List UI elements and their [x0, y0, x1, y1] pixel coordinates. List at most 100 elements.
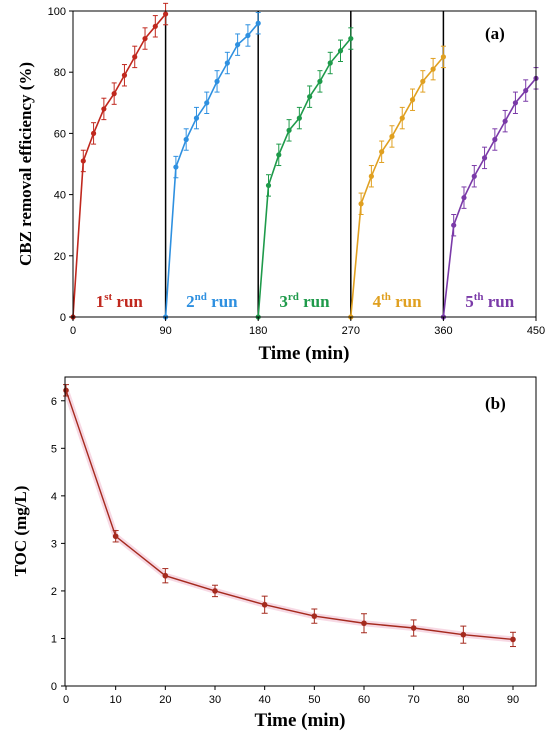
data-point [111, 91, 117, 97]
data-point [101, 106, 107, 112]
series-line [350, 56, 445, 318]
series-line [65, 390, 514, 641]
series-line-shadow [63, 389, 514, 643]
y-tick-label: 1 [51, 633, 57, 645]
x-tick-label: 450 [527, 325, 545, 337]
y-tick-label: 40 [54, 190, 66, 202]
y-tick-label: 6 [51, 396, 57, 408]
data-point [399, 115, 405, 121]
data-point [112, 533, 119, 540]
panel-b-label: (b) [485, 394, 506, 413]
data-point [261, 601, 268, 608]
data-point [152, 23, 158, 29]
series-line [257, 38, 352, 318]
series-run-1 [70, 2, 169, 320]
data-point [162, 572, 169, 579]
series-run-2 [163, 12, 261, 320]
data-point [121, 72, 128, 78]
y-tick-label: 4 [51, 491, 57, 503]
data-point [327, 60, 333, 66]
x-tick-label: 360 [434, 325, 452, 337]
data-point [379, 149, 385, 155]
series-run-3 [255, 27, 354, 320]
x-tick-label: 20 [159, 694, 171, 706]
x-tick-label: 10 [110, 694, 122, 706]
run-label-2: 2nd run [186, 291, 238, 311]
panel-a-label: (a) [485, 24, 505, 43]
x-tick-label: 30 [209, 694, 221, 706]
panel-a-chart: 0 90 180 270 360 450 0 20 40 60 80 100 1st run 2nd … [16, 2, 545, 364]
data-point [492, 136, 498, 143]
run-label-1: 1st run [96, 291, 144, 311]
data-point [80, 158, 86, 164]
data-point [142, 35, 148, 42]
x-tick-label: 60 [358, 694, 370, 706]
data-point [224, 60, 230, 66]
data-point [204, 100, 210, 106]
y-tick-label: 20 [54, 251, 66, 263]
data-point [358, 201, 364, 207]
data-point [451, 222, 457, 228]
y-tick-label: 3 [51, 538, 57, 550]
series-line [72, 13, 167, 318]
data-point [510, 636, 516, 643]
run-label-4: 4th run [373, 291, 423, 311]
data-point [409, 97, 416, 103]
data-point [368, 173, 374, 179]
data-point [389, 133, 395, 140]
data-point [286, 127, 292, 133]
x-tick-label: 40 [259, 694, 271, 706]
data-point [440, 54, 446, 60]
toc-series [63, 384, 516, 648]
panel-b-x-axis-title: Time (min) [255, 710, 346, 731]
data-point [461, 195, 467, 201]
data-point [311, 613, 318, 619]
x-tick-label: 50 [308, 694, 320, 706]
data-point [163, 11, 169, 17]
x-tick-label: 90 [159, 325, 171, 337]
run-label-3: 3rd run [279, 291, 330, 311]
data-point [307, 94, 313, 100]
data-point [214, 78, 220, 84]
data-point [90, 130, 97, 136]
data-point [296, 115, 302, 121]
data-point [430, 66, 436, 72]
data-point [317, 78, 323, 84]
panel-a-frame [72, 10, 537, 318]
data-point [410, 625, 417, 631]
y-tick-label: 0 [60, 312, 66, 324]
data-point [63, 387, 69, 394]
data-point [348, 35, 354, 42]
data-point [245, 32, 251, 39]
data-point [337, 48, 344, 54]
data-point [212, 588, 218, 594]
y-tick-label: 2 [51, 586, 57, 598]
y-tick-label: 80 [54, 67, 66, 79]
x-tick-label: 270 [342, 325, 360, 337]
data-point [502, 118, 508, 124]
x-tick-label: 0 [63, 694, 69, 706]
panel-b-y-axis-title: TOC (mg/L) [11, 486, 30, 577]
y-tick-label: 0 [51, 681, 57, 693]
data-point [512, 100, 519, 106]
data-point [276, 152, 282, 158]
panel-b-frame [64, 376, 537, 687]
series-run-5 [440, 67, 539, 320]
data-point [265, 182, 272, 189]
panel-a-x-axis-title: Time (min) [259, 343, 350, 364]
series-line [164, 22, 259, 318]
data-point [235, 42, 241, 48]
x-tick-label: 90 [507, 694, 519, 706]
y-tick-label: 60 [54, 128, 66, 140]
x-tick-label: 80 [457, 694, 469, 706]
data-point [193, 115, 200, 121]
data-point [132, 54, 138, 60]
panel-b-chart: 0 10 20 30 40 50 60 70 80 90 0 1 2 3 4 5 6 (b) Time (mi… [11, 376, 537, 731]
data-point [255, 20, 261, 26]
data-point [173, 164, 179, 170]
y-tick-label: 100 [48, 6, 66, 18]
data-point [460, 631, 467, 638]
x-tick-label: 0 [70, 325, 76, 337]
x-tick-label: 70 [408, 694, 420, 706]
